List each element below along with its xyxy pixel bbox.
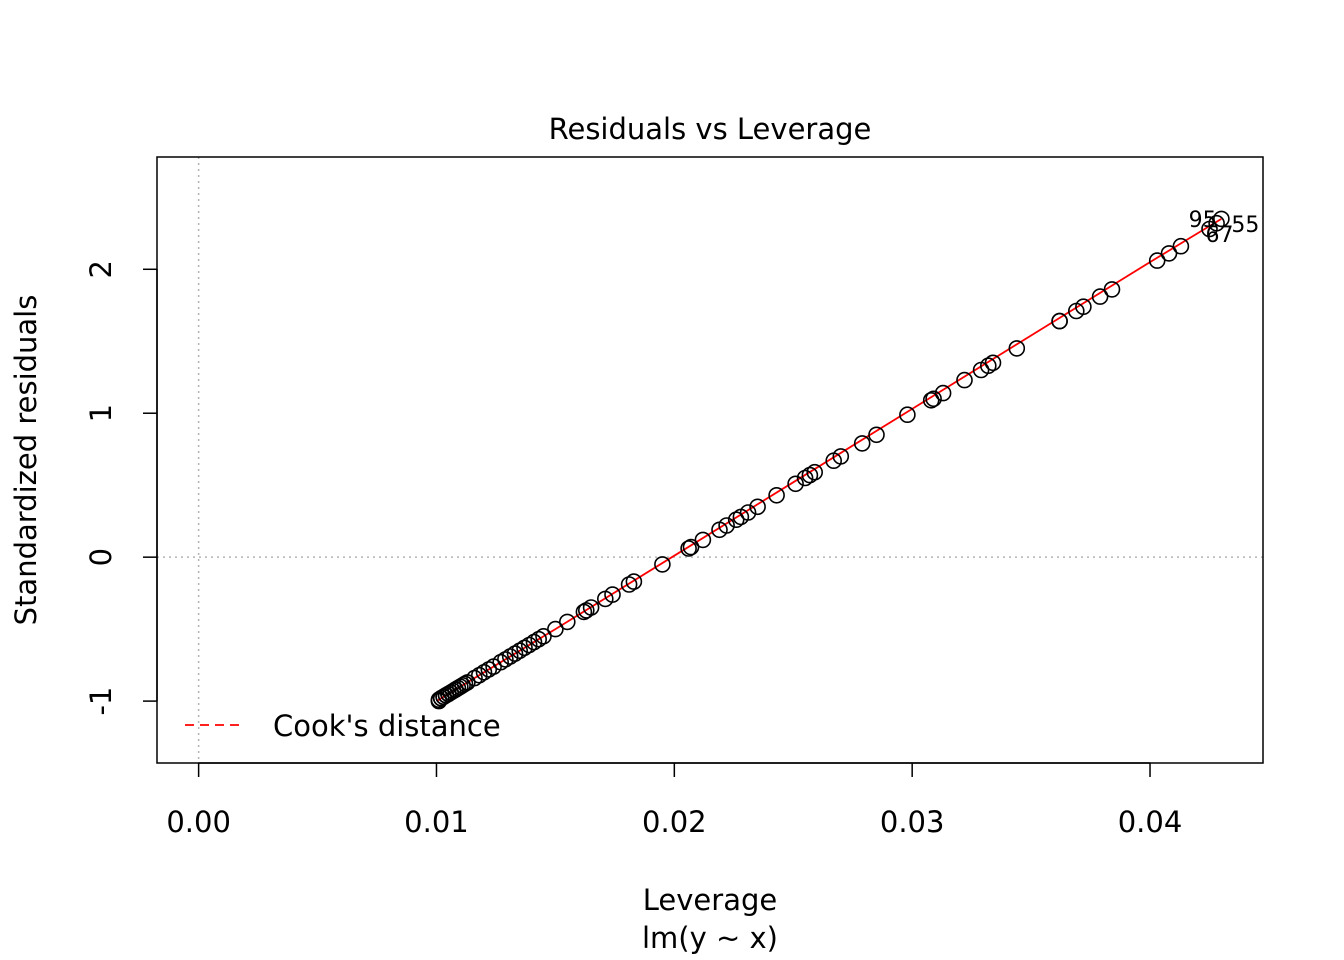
data-point xyxy=(853,435,871,452)
data-point xyxy=(501,648,519,665)
data-point xyxy=(516,639,533,657)
data-point xyxy=(749,498,766,516)
data-point xyxy=(979,357,997,375)
data-point xyxy=(806,463,824,481)
reference-lines xyxy=(157,157,1263,763)
data-point xyxy=(1213,210,1230,228)
data-point xyxy=(1075,298,1092,316)
data-point xyxy=(796,469,814,487)
data-point xyxy=(727,511,745,529)
data-point xyxy=(520,636,538,654)
data-point xyxy=(922,391,940,409)
x-axis: 0.00 0.01 0.02 0.03 0.04 xyxy=(166,762,1183,839)
data-point xyxy=(466,669,483,687)
data-point xyxy=(577,602,595,619)
legend: Cook's distance xyxy=(185,709,501,743)
data-point xyxy=(1051,312,1068,330)
data-point xyxy=(801,466,819,484)
data-point xyxy=(899,406,916,424)
smoother-layer xyxy=(436,218,1222,702)
data-point xyxy=(1091,288,1109,305)
data-point xyxy=(475,663,493,681)
data-point xyxy=(1160,245,1178,262)
data-point xyxy=(925,390,942,408)
point-label: 95 xyxy=(1189,208,1217,233)
data-point xyxy=(497,651,514,668)
data-point xyxy=(492,653,510,671)
data-point xyxy=(1172,237,1190,255)
data-point xyxy=(1103,281,1121,298)
y-tick-label: -1 xyxy=(84,687,118,716)
point-label: 67 xyxy=(1206,223,1234,248)
data-point xyxy=(547,620,564,638)
y-axis: -1 0 1 2 xyxy=(84,260,158,716)
data-point xyxy=(1008,340,1026,357)
data-point xyxy=(535,627,552,645)
legend-label-cooks-distance: Cook's distance xyxy=(273,709,501,743)
x-tick-label: 0.03 xyxy=(880,805,945,839)
data-point xyxy=(558,613,576,631)
data-point xyxy=(768,486,785,504)
data-point xyxy=(934,384,952,402)
data-point xyxy=(739,504,757,521)
data-point xyxy=(582,599,600,616)
data-point xyxy=(868,426,885,444)
y-tick-label: 0 xyxy=(84,548,118,566)
data-point xyxy=(604,586,621,603)
y-tick-label: 1 xyxy=(84,404,118,422)
data-point xyxy=(680,540,697,557)
y-axis-label: Standardized residuals xyxy=(9,295,43,626)
data-point xyxy=(718,517,735,534)
data-point xyxy=(984,354,1002,372)
data-point xyxy=(956,371,973,389)
data-point xyxy=(654,556,671,573)
data-point xyxy=(511,642,529,660)
x-axis-label: Leverage xyxy=(643,883,777,917)
data-point xyxy=(530,630,548,648)
plot-frame xyxy=(156,156,1264,764)
data-point xyxy=(682,538,700,556)
data-point xyxy=(1208,214,1225,232)
data-point xyxy=(832,448,850,465)
data-point xyxy=(470,666,488,684)
data-point xyxy=(454,676,471,694)
point-label: 55 xyxy=(1231,213,1259,238)
smoother-line xyxy=(436,218,1222,702)
data-point xyxy=(525,633,543,651)
x-tick-label: 0.01 xyxy=(404,805,469,839)
chart-title: Residuals vs Leverage xyxy=(549,112,872,146)
data-point xyxy=(787,475,804,493)
x-tick-label: 0.04 xyxy=(1118,805,1183,839)
x-tick-label: 0.02 xyxy=(642,805,707,839)
data-point xyxy=(620,576,638,593)
data-point xyxy=(694,531,712,549)
data-point xyxy=(625,573,643,590)
data-point xyxy=(1148,252,1166,269)
points-layer xyxy=(430,210,1230,710)
x-tick-label: 0.00 xyxy=(166,805,231,839)
y-tick-label: 2 xyxy=(84,260,118,278)
data-point xyxy=(456,675,474,693)
data-point xyxy=(506,645,524,662)
x-axis-sublabel: lm(y ~ x) xyxy=(642,921,778,955)
